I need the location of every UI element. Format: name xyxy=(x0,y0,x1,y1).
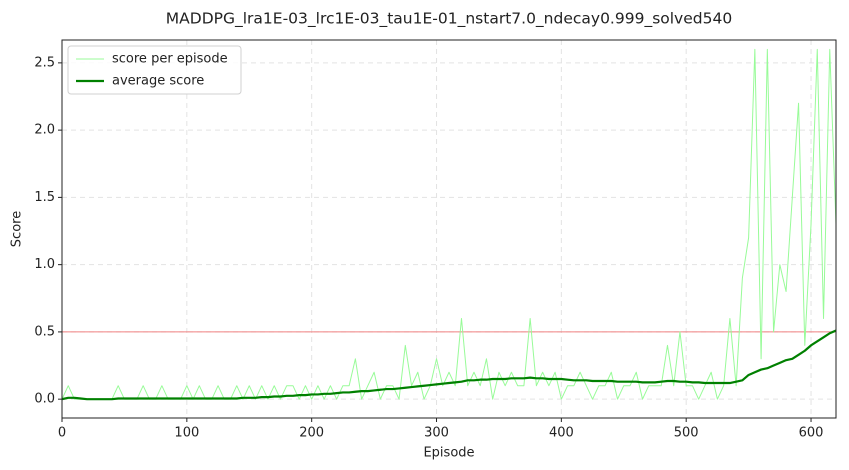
series-line xyxy=(62,329,836,401)
legend-box xyxy=(67,45,242,95)
x-tick-label: 300 xyxy=(424,426,449,441)
x-tick-label: 600 xyxy=(799,426,824,441)
x-tick-label: 400 xyxy=(549,426,574,441)
series-line xyxy=(62,48,836,400)
y-tick-label: 2.0 xyxy=(34,123,55,138)
y-axis-label: Score xyxy=(10,211,25,247)
x-axis-label: Episode xyxy=(423,446,474,461)
x-tick-label: 500 xyxy=(674,426,699,441)
x-tick-label: 0 xyxy=(58,426,66,441)
x-tick-label: 200 xyxy=(299,426,324,441)
y-tick-label: 0.0 xyxy=(34,392,55,407)
y-tick-label: 0.5 xyxy=(34,324,55,339)
y-tick-label: 1.5 xyxy=(34,190,55,205)
y-tick-label: 1.0 xyxy=(34,257,55,272)
legend-label: score per episode xyxy=(112,52,228,67)
plot-frame xyxy=(61,39,837,419)
y-tick-label: 2.5 xyxy=(34,55,55,70)
x-tick-label: 100 xyxy=(174,426,199,441)
chart-title: MADDPG_lra1E-03_lrc1E-03_tau1E-01_nstart… xyxy=(166,10,732,29)
legend-label: average score xyxy=(112,74,204,89)
